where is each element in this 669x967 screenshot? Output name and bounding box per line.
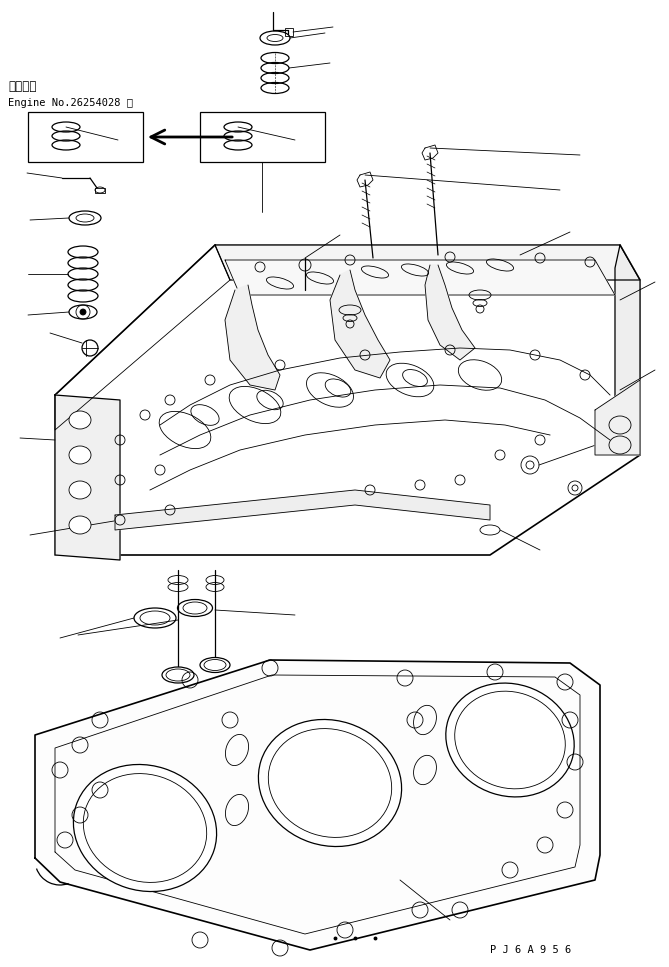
- Text: 適用号機: 適用号機: [8, 80, 37, 93]
- Bar: [285, 28, 293, 36]
- Circle shape: [80, 309, 86, 315]
- Polygon shape: [425, 265, 475, 360]
- Ellipse shape: [74, 765, 217, 892]
- Polygon shape: [330, 270, 390, 378]
- Polygon shape: [215, 245, 640, 280]
- Polygon shape: [225, 260, 615, 295]
- Bar: [200, 112, 325, 162]
- Polygon shape: [595, 380, 640, 455]
- Polygon shape: [615, 245, 640, 455]
- Polygon shape: [115, 490, 490, 530]
- Ellipse shape: [159, 411, 211, 449]
- Polygon shape: [225, 285, 280, 390]
- Ellipse shape: [306, 373, 353, 407]
- Bar: [95, 188, 105, 193]
- Ellipse shape: [69, 446, 91, 464]
- Ellipse shape: [162, 667, 194, 683]
- Ellipse shape: [258, 719, 401, 846]
- Circle shape: [526, 461, 534, 469]
- Polygon shape: [55, 395, 120, 560]
- Polygon shape: [35, 660, 600, 950]
- Bar: [28, 112, 143, 162]
- Ellipse shape: [200, 658, 230, 672]
- Ellipse shape: [69, 411, 91, 429]
- Ellipse shape: [386, 364, 434, 396]
- Ellipse shape: [69, 481, 91, 499]
- Polygon shape: [55, 245, 640, 555]
- Ellipse shape: [446, 683, 574, 797]
- Ellipse shape: [458, 360, 502, 391]
- Ellipse shape: [69, 516, 91, 534]
- Ellipse shape: [229, 387, 281, 424]
- Text: P J 6 A 9 5 6: P J 6 A 9 5 6: [490, 945, 571, 955]
- Text: Engine No.26254028 ～: Engine No.26254028 ～: [8, 98, 133, 108]
